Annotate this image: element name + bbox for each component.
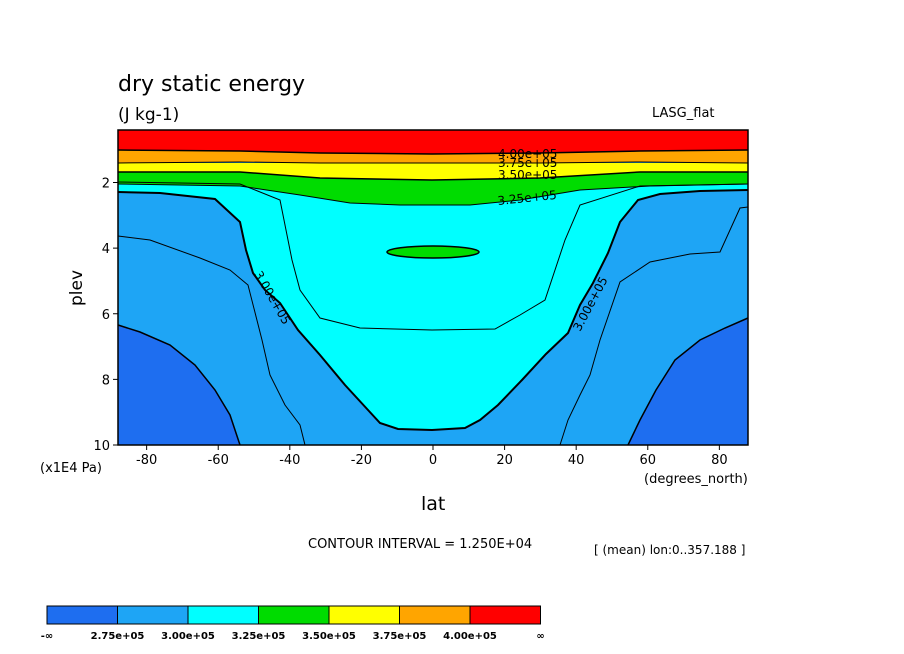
contour-lines [117,149,749,446]
colorbar-label: 3.50e+05 [302,631,356,642]
colorbar-swatch [328,605,400,625]
contour-label-3.25e05: 3.25e+05 [497,188,558,208]
colorbar-swatch [469,605,541,625]
region-3.75e5-4.00e5 [118,150,748,163]
y-axis: 2 4 6 8 10 [93,177,118,454]
colorbar-label: 3.25e+05 [232,631,286,642]
x-tick-label: -60 [208,453,229,468]
region-below-2.75e5-right [628,318,748,445]
model-label: LASG_flat [652,106,715,121]
region-3.00e5-3.25e5 [118,184,748,430]
contour-label-3.75e05: 3.75e+05 [498,156,557,170]
x-tick-label: 40 [568,453,585,468]
contour-label-4.00e05: 4.00e+05 [498,147,557,161]
x-tick-label: -80 [136,453,157,468]
x-tick-label: 20 [496,453,513,468]
colorbar-label: 3.00e+05 [161,631,215,642]
region-3.50e5-3.75e5 [118,163,748,180]
x-tick-label: 80 [711,453,728,468]
x-tick-label: -20 [351,453,372,468]
colorbar-label: -∞ [41,631,53,642]
colorbar-swatch [399,605,471,625]
region-3.25e5-3.50e5 [118,172,748,205]
x-axis-label: lat [421,493,445,515]
x-axis: -80 -60 -40 -20 0 20 40 60 80 [136,445,728,468]
mean-text: [ (mean) lon:0..357.188 ] [594,543,745,557]
contour-interval-text: CONTOUR INTERVAL = 1.250E+04 [308,537,532,552]
y-axis-label: plev [67,270,87,306]
contour-label-3.50e05: 3.50e+05 [498,168,557,182]
colorbar-swatch [258,605,330,625]
y-tick-label: 10 [93,439,110,454]
plot-area: 4.00e+05 3.75e+05 3.50e+05 3.25e+05 3.00… [117,129,749,446]
y-tick-label: 2 [102,177,110,192]
colorbar-swatch [187,605,259,625]
colorbar-label: 4.00e+05 [443,631,497,642]
x-tick-label: 0 [429,453,437,468]
x-tick-label: 60 [639,453,656,468]
region-above-4.00e5 [118,130,748,154]
y-tick-label: 8 [102,373,110,388]
colorbar-swatch [117,605,189,625]
chart-title: dry static energy [118,72,305,97]
region-below-2.75e5-left [118,325,240,445]
colorbar-label: 3.75e+05 [373,631,427,642]
x-tick-label: -40 [279,453,300,468]
y-axis-units: (x1E4 Pa) [40,461,102,476]
y-tick-label: 6 [102,308,110,323]
colorbar: -∞ 2.75e+05 3.00e+05 3.25e+05 3.50e+05 3.75e+… [41,605,545,642]
x-axis-units: (degrees_north) [644,472,748,487]
colorbar-swatch [46,605,118,625]
colorbar-label: ∞ [536,631,544,642]
y-tick-label: 4 [102,242,110,257]
chart-units: (J kg-1) [118,105,179,125]
colorbar-label: 2.75e+05 [91,631,145,642]
green-blob [386,245,480,259]
